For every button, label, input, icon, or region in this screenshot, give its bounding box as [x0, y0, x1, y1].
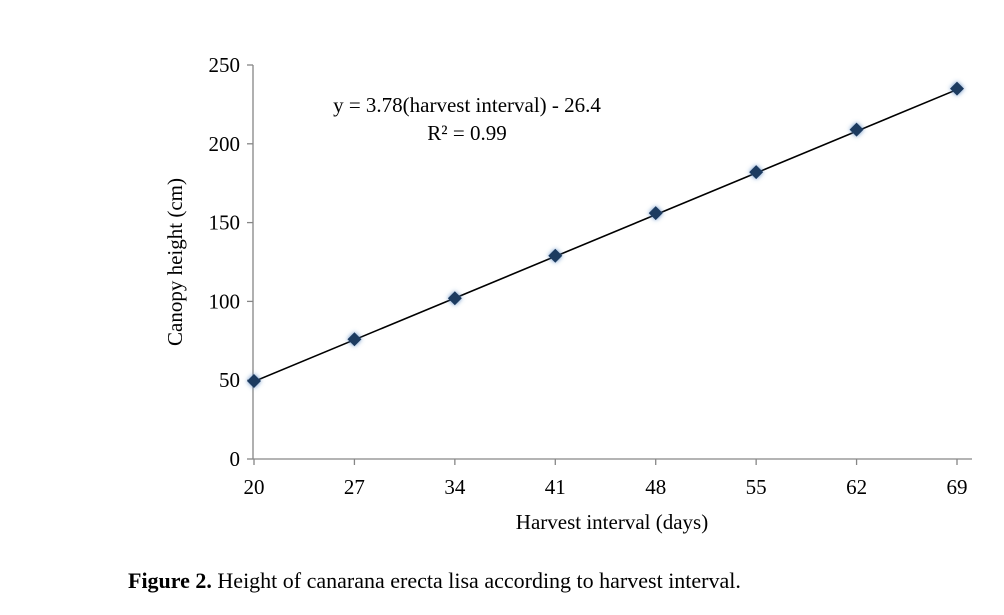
data-point: [648, 206, 663, 221]
y-tick-label: 250: [209, 53, 241, 77]
data-point: [950, 81, 964, 96]
x-tick-label: 41: [545, 475, 566, 499]
trendline: [253, 88, 958, 383]
x-tick-label: 69: [947, 475, 968, 499]
x-tick-label: 34: [444, 475, 466, 499]
caption-text: Height of canarana erecta lisa according…: [211, 568, 741, 593]
axes: [247, 64, 972, 465]
x-tick-label: 62: [846, 475, 867, 499]
data-point: [548, 248, 563, 263]
x-tick-label: 55: [746, 475, 767, 499]
equation-annotation: y = 3.78(harvest interval) - 26.4: [333, 93, 601, 117]
data-point: [849, 122, 864, 137]
tick-labels: 0 50 100 150 200 250 20 27 34 41 48 55 62 69: [209, 53, 968, 499]
x-tick-label: 48: [645, 475, 666, 499]
y-tick-label: 150: [209, 211, 241, 235]
r2-annotation: R² = 0.99: [427, 121, 506, 145]
data-point: [347, 332, 362, 347]
data-point: [447, 291, 462, 306]
y-tick-label: 200: [209, 132, 241, 156]
y-axis-label: Canopy height (cm): [163, 178, 187, 346]
data-point: [749, 165, 764, 180]
data-points: [247, 81, 964, 388]
y-tick-label: 100: [209, 289, 241, 313]
x-tick-label: 27: [344, 475, 365, 499]
x-tick-label: 20: [244, 475, 265, 499]
figure-caption: Figure 2. Height of canarana erecta lisa…: [128, 568, 741, 594]
y-tick-label: 0: [230, 447, 241, 471]
x-axis-label: Harvest interval (days): [516, 510, 708, 534]
data-point: [247, 373, 261, 388]
y-tick-label: 50: [219, 368, 240, 392]
caption-label: Figure 2.: [128, 568, 212, 593]
